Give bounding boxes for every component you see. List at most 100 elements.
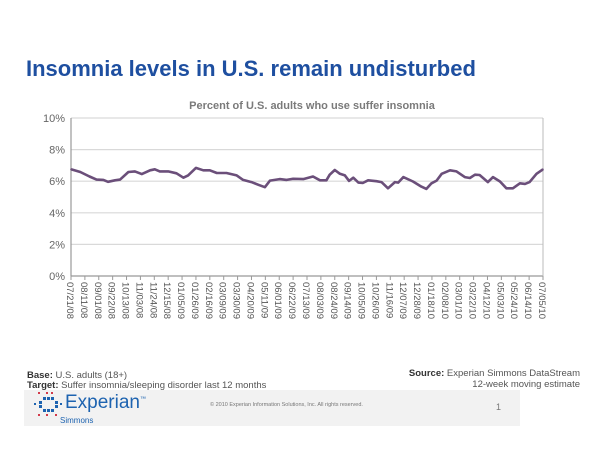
data-point <box>187 174 189 177</box>
data-point <box>312 175 314 178</box>
data-point <box>225 172 228 174</box>
data-point <box>127 171 130 173</box>
source-value: Experian Simmons DataStream <box>444 368 580 379</box>
page-number: 1 <box>496 402 502 412</box>
footer-band <box>24 390 520 426</box>
x-tick-label: 03/22/10 <box>467 282 478 319</box>
data-point <box>425 188 428 190</box>
data-point <box>215 172 218 174</box>
base-value: U.S. adults (18+) <box>52 370 128 381</box>
data-point <box>394 181 396 183</box>
base-note: Base: U.S. adults (18+) <box>27 370 127 381</box>
moving-estimate-note: 12-week moving estimate <box>472 379 580 390</box>
x-tick-label: 08/11/08 <box>78 282 89 318</box>
data-point <box>242 179 244 181</box>
source-label: Source: <box>408 368 445 379</box>
data-point <box>70 168 72 171</box>
x-tick-label: 01/26/09 <box>189 282 200 319</box>
data-point <box>292 178 294 180</box>
data-point <box>269 179 271 182</box>
x-tick-label: 12/07/09 <box>397 282 408 319</box>
x-tick-label: 10/05/09 <box>356 282 367 319</box>
data-point <box>440 172 443 175</box>
data-point <box>357 181 360 184</box>
copyright: © 2010 Experian Information Solutions, I… <box>210 402 363 408</box>
x-tick-label: 07/21/08 <box>64 282 75 319</box>
data-point <box>449 169 451 172</box>
data-point <box>412 180 414 183</box>
data-point <box>159 170 161 173</box>
data-point <box>512 187 514 190</box>
data-point <box>285 179 288 181</box>
x-tick-label: 09/01/08 <box>92 282 103 319</box>
x-tick-label: 09/14/09 <box>342 282 353 319</box>
data-point <box>195 167 197 169</box>
chart-title: Percent of U.S. adults who use suffer in… <box>189 100 436 112</box>
data-point <box>344 174 346 177</box>
data-point <box>352 176 355 179</box>
data-point <box>264 186 266 189</box>
experian-logo-dots-icon <box>34 392 62 416</box>
x-tick-label: 06/01/09 <box>272 282 283 319</box>
experian-logo-text: Experian™ <box>65 392 146 413</box>
data-point <box>524 183 526 185</box>
x-tick-label: 05/24/10 <box>508 282 519 319</box>
data-point <box>420 185 423 188</box>
data-point <box>107 181 109 183</box>
data-point <box>469 177 471 179</box>
x-tick-label: 03/01/10 <box>453 282 464 319</box>
data-point <box>542 168 544 171</box>
y-tick-label: 6% <box>49 176 65 188</box>
data-point <box>402 176 405 178</box>
x-tick-label: 08/24/09 <box>328 282 339 319</box>
y-tick-label: 10% <box>43 113 65 125</box>
data-point <box>380 181 383 183</box>
x-tick-label: 05/03/10 <box>494 282 505 319</box>
data-point <box>153 168 156 171</box>
slide-title: Insomnia levels in U.S. remain undisturb… <box>26 56 476 81</box>
data-point <box>455 170 458 173</box>
x-tick-label: 12/28/09 <box>411 282 422 319</box>
target-label: Target: <box>27 380 59 391</box>
x-tick-label: 06/14/10 <box>522 282 533 319</box>
data-point <box>367 179 369 182</box>
data-point <box>463 176 466 178</box>
x-tick-label: 02/08/10 <box>439 282 450 319</box>
data-point <box>499 180 501 183</box>
data-point <box>102 179 105 181</box>
x-tick-label: 02/16/09 <box>203 282 214 319</box>
x-tick-label: 08/03/09 <box>314 282 325 319</box>
x-tick-label: 05/11/09 <box>258 282 269 318</box>
data-point <box>209 169 211 172</box>
x-tick-label: 11/24/08 <box>147 282 158 318</box>
x-tick-label: 01/05/09 <box>175 282 186 319</box>
y-tick-label: 0% <box>49 271 65 283</box>
data-point <box>505 187 508 190</box>
data-point <box>257 184 260 186</box>
data-point <box>435 179 438 182</box>
x-tick-label: 06/22/09 <box>286 282 297 319</box>
x-tick-label: 07/13/09 <box>300 282 311 319</box>
data-point <box>375 180 378 182</box>
simmons-logo-text: Simmons <box>60 416 94 425</box>
data-point <box>141 173 143 175</box>
series-line <box>70 166 544 191</box>
line-chart: Percent of U.S. adults who use suffer in… <box>43 100 547 319</box>
x-tick-label: 11/03/08 <box>133 282 144 318</box>
data-point <box>95 178 98 181</box>
x-tick-label: 07/05/10 <box>536 282 547 319</box>
data-point <box>302 178 305 180</box>
data-point <box>348 180 350 182</box>
source-note: Source: Experian Simmons DataStream <box>409 368 580 379</box>
x-tick-label: 04/12/10 <box>480 282 491 319</box>
data-point <box>182 176 185 179</box>
data-point <box>325 179 328 182</box>
x-tick-label: 12/15/08 <box>161 282 172 319</box>
base-label: Base: <box>27 370 53 381</box>
data-point <box>328 173 331 176</box>
data-point <box>478 174 481 176</box>
data-point <box>114 179 116 182</box>
x-tick-label: 09/22/08 <box>106 282 117 319</box>
data-point <box>250 181 253 183</box>
